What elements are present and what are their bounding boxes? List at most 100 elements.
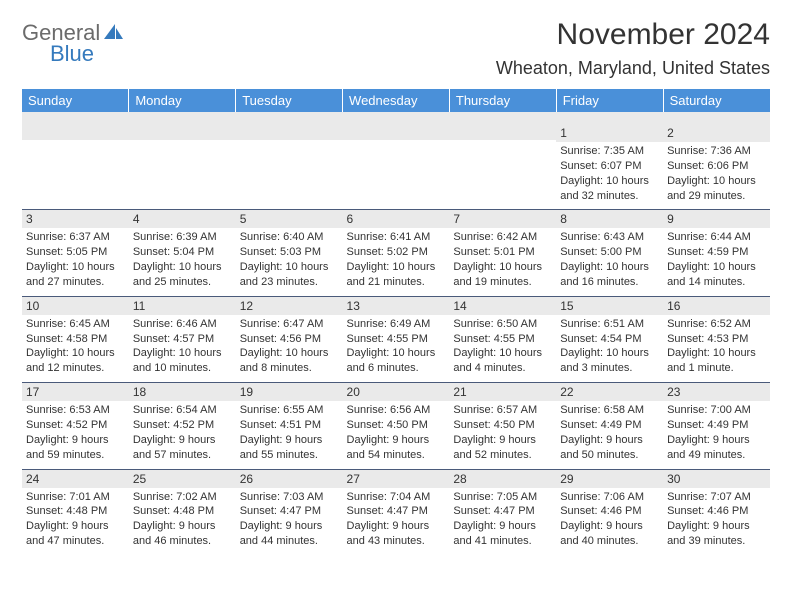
day-body: Sunrise: 7:06 AMSunset: 4:46 PMDaylight:… (556, 488, 663, 555)
day-cell: 29Sunrise: 7:06 AMSunset: 4:46 PMDayligh… (556, 469, 663, 555)
day-cell (449, 124, 556, 210)
title-block: November 2024 Wheaton, Maryland, United … (496, 18, 770, 79)
sunrise-text: Sunrise: 7:35 AM (560, 144, 659, 159)
sunrise-text: Sunrise: 6:51 AM (560, 317, 659, 332)
day-number: 5 (236, 210, 343, 228)
day-cell: 8Sunrise: 6:43 AMSunset: 5:00 PMDaylight… (556, 210, 663, 296)
day-cell: 14Sunrise: 6:50 AMSunset: 4:55 PMDayligh… (449, 296, 556, 382)
day-body (343, 140, 450, 196)
day-cell: 20Sunrise: 6:56 AMSunset: 4:50 PMDayligh… (343, 383, 450, 469)
daylight-text: Daylight: 10 hours and 21 minutes. (347, 260, 446, 290)
day-number (129, 124, 236, 140)
day-cell: 19Sunrise: 6:55 AMSunset: 4:51 PMDayligh… (236, 383, 343, 469)
sunrise-text: Sunrise: 7:02 AM (133, 490, 232, 505)
daylight-text: Daylight: 9 hours and 44 minutes. (240, 519, 339, 549)
day-body: Sunrise: 7:03 AMSunset: 4:47 PMDaylight:… (236, 488, 343, 555)
day-body: Sunrise: 6:42 AMSunset: 5:01 PMDaylight:… (449, 228, 556, 295)
day-header: Friday (556, 89, 663, 112)
daylight-text: Daylight: 9 hours and 54 minutes. (347, 433, 446, 463)
day-header: Saturday (663, 89, 770, 112)
sunset-text: Sunset: 4:46 PM (560, 504, 659, 519)
day-body: Sunrise: 7:00 AMSunset: 4:49 PMDaylight:… (663, 401, 770, 468)
sunset-text: Sunset: 5:01 PM (453, 245, 552, 260)
sunrise-text: Sunrise: 6:39 AM (133, 230, 232, 245)
day-cell: 17Sunrise: 6:53 AMSunset: 4:52 PMDayligh… (22, 383, 129, 469)
daylight-text: Daylight: 10 hours and 29 minutes. (667, 174, 766, 204)
day-number: 19 (236, 383, 343, 401)
sunrise-text: Sunrise: 6:41 AM (347, 230, 446, 245)
calendar-body: 1Sunrise: 7:35 AMSunset: 6:07 PMDaylight… (22, 112, 770, 555)
daylight-text: Daylight: 10 hours and 32 minutes. (560, 174, 659, 204)
day-cell: 23Sunrise: 7:00 AMSunset: 4:49 PMDayligh… (663, 383, 770, 469)
day-cell: 5Sunrise: 6:40 AMSunset: 5:03 PMDaylight… (236, 210, 343, 296)
sunset-text: Sunset: 5:03 PM (240, 245, 339, 260)
sunrise-text: Sunrise: 7:01 AM (26, 490, 125, 505)
daylight-text: Daylight: 9 hours and 40 minutes. (560, 519, 659, 549)
day-cell: 18Sunrise: 6:54 AMSunset: 4:52 PMDayligh… (129, 383, 236, 469)
day-number: 29 (556, 470, 663, 488)
day-body: Sunrise: 6:50 AMSunset: 4:55 PMDaylight:… (449, 315, 556, 382)
daylight-text: Daylight: 9 hours and 41 minutes. (453, 519, 552, 549)
day-body (129, 140, 236, 196)
daylight-text: Daylight: 10 hours and 14 minutes. (667, 260, 766, 290)
day-header: Monday (129, 89, 236, 112)
day-body (22, 140, 129, 196)
day-number: 10 (22, 297, 129, 315)
day-number (22, 124, 129, 140)
day-cell: 22Sunrise: 6:58 AMSunset: 4:49 PMDayligh… (556, 383, 663, 469)
day-header: Wednesday (343, 89, 450, 112)
day-number: 25 (129, 470, 236, 488)
sunrise-text: Sunrise: 6:42 AM (453, 230, 552, 245)
calendar-table: SundayMondayTuesdayWednesdayThursdayFrid… (22, 89, 770, 555)
day-cell: 30Sunrise: 7:07 AMSunset: 4:46 PMDayligh… (663, 469, 770, 555)
sunset-text: Sunset: 4:52 PM (133, 418, 232, 433)
sunrise-text: Sunrise: 6:55 AM (240, 403, 339, 418)
sunset-text: Sunset: 4:46 PM (667, 504, 766, 519)
day-cell: 3Sunrise: 6:37 AMSunset: 5:05 PMDaylight… (22, 210, 129, 296)
spacer-row (22, 112, 770, 124)
day-number: 8 (556, 210, 663, 228)
day-body: Sunrise: 6:44 AMSunset: 4:59 PMDaylight:… (663, 228, 770, 295)
sunset-text: Sunset: 4:53 PM (667, 332, 766, 347)
sunrise-text: Sunrise: 6:49 AM (347, 317, 446, 332)
day-number: 14 (449, 297, 556, 315)
sunrise-text: Sunrise: 7:06 AM (560, 490, 659, 505)
day-body: Sunrise: 6:52 AMSunset: 4:53 PMDaylight:… (663, 315, 770, 382)
day-number: 18 (129, 383, 236, 401)
day-number: 21 (449, 383, 556, 401)
day-number (236, 124, 343, 140)
day-cell: 6Sunrise: 6:41 AMSunset: 5:02 PMDaylight… (343, 210, 450, 296)
day-number: 12 (236, 297, 343, 315)
day-body (236, 140, 343, 196)
month-title: November 2024 (496, 18, 770, 52)
day-body: Sunrise: 7:04 AMSunset: 4:47 PMDaylight:… (343, 488, 450, 555)
day-number: 9 (663, 210, 770, 228)
sunset-text: Sunset: 4:47 PM (240, 504, 339, 519)
day-number: 20 (343, 383, 450, 401)
day-number: 7 (449, 210, 556, 228)
sunrise-text: Sunrise: 6:54 AM (133, 403, 232, 418)
day-body: Sunrise: 6:57 AMSunset: 4:50 PMDaylight:… (449, 401, 556, 468)
sunset-text: Sunset: 4:55 PM (347, 332, 446, 347)
week-row: 24Sunrise: 7:01 AMSunset: 4:48 PMDayligh… (22, 469, 770, 555)
sunrise-text: Sunrise: 6:52 AM (667, 317, 766, 332)
sunset-text: Sunset: 4:48 PM (26, 504, 125, 519)
sunrise-text: Sunrise: 6:50 AM (453, 317, 552, 332)
day-number: 30 (663, 470, 770, 488)
week-row: 3Sunrise: 6:37 AMSunset: 5:05 PMDaylight… (22, 210, 770, 296)
day-body: Sunrise: 7:02 AMSunset: 4:48 PMDaylight:… (129, 488, 236, 555)
day-cell: 9Sunrise: 6:44 AMSunset: 4:59 PMDaylight… (663, 210, 770, 296)
sunrise-text: Sunrise: 7:05 AM (453, 490, 552, 505)
sunset-text: Sunset: 4:52 PM (26, 418, 125, 433)
brand-word2: Blue (22, 44, 125, 65)
daylight-text: Daylight: 10 hours and 4 minutes. (453, 346, 552, 376)
day-cell: 24Sunrise: 7:01 AMSunset: 4:48 PMDayligh… (22, 469, 129, 555)
sunrise-text: Sunrise: 7:04 AM (347, 490, 446, 505)
day-body: Sunrise: 7:01 AMSunset: 4:48 PMDaylight:… (22, 488, 129, 555)
daylight-text: Daylight: 9 hours and 52 minutes. (453, 433, 552, 463)
sunset-text: Sunset: 4:59 PM (667, 245, 766, 260)
day-body: Sunrise: 6:37 AMSunset: 5:05 PMDaylight:… (22, 228, 129, 295)
day-cell: 10Sunrise: 6:45 AMSunset: 4:58 PMDayligh… (22, 296, 129, 382)
day-cell: 21Sunrise: 6:57 AMSunset: 4:50 PMDayligh… (449, 383, 556, 469)
day-body: Sunrise: 7:35 AMSunset: 6:07 PMDaylight:… (556, 142, 663, 209)
